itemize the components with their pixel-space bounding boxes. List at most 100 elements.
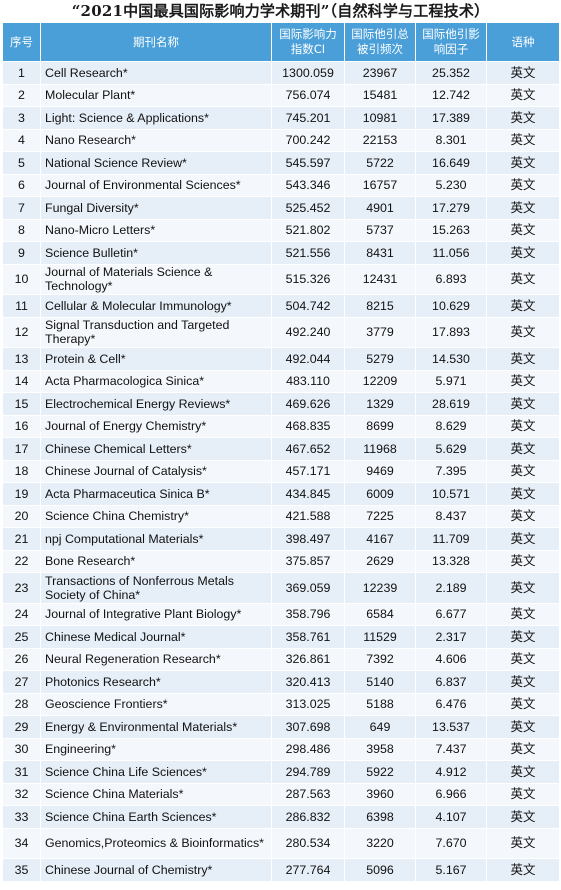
cell-impact-factor: 13.328 — [415, 549, 487, 573]
table-row: 27 Photonics Research* 320.413 5140 6.837 英文 — [2, 670, 560, 694]
cell-impact-factor: 6.837 — [415, 670, 487, 694]
cell-influence-index: 375.857 — [271, 549, 345, 573]
cell-total-citations: 8431 — [344, 241, 416, 265]
cell-rank: 8 — [2, 218, 41, 242]
cell-impact-factor: 25.352 — [415, 61, 487, 85]
cell-influence-index: 467.652 — [271, 437, 345, 461]
cell-rank: 2 — [2, 83, 41, 107]
cell-total-citations: 3220 — [344, 827, 416, 859]
table-row: 7 Fungal Diversity* 525.452 4901 17.279 英文 — [2, 196, 560, 220]
cell-impact-factor: 13.537 — [415, 715, 487, 739]
cell-influence-index: 521.556 — [271, 241, 345, 265]
cell-impact-factor: 5.629 — [415, 437, 487, 461]
cell-language: 英文 — [486, 572, 560, 604]
cell-influence-index: 492.044 — [271, 347, 345, 371]
cell-influence-index: 521.802 — [271, 218, 345, 242]
header-rank: 序号 — [2, 22, 41, 62]
cell-total-citations: 9469 — [344, 459, 416, 483]
cell-influence-index: 515.326 — [271, 263, 345, 295]
cell-impact-factor: 11.709 — [415, 527, 487, 551]
cell-language: 英文 — [486, 369, 560, 393]
table-row: 24 Journal of Integrative Plant Biology* 3… — [2, 602, 560, 626]
cell-impact-factor: 7.670 — [415, 827, 487, 859]
cell-journal-name: Acta Pharmacologica Sinica* — [40, 369, 272, 393]
cell-rank: 21 — [2, 527, 41, 551]
cell-rank: 14 — [2, 369, 41, 393]
cell-language: 英文 — [486, 737, 560, 761]
cell-language: 英文 — [486, 647, 560, 671]
cell-language: 英文 — [486, 527, 560, 551]
cell-influence-index: 358.761 — [271, 625, 345, 649]
cell-language: 英文 — [486, 782, 560, 806]
cell-journal-name: Electrochemical Energy Reviews* — [40, 392, 272, 416]
cell-impact-factor: 5.167 — [415, 858, 487, 882]
cell-language: 英文 — [486, 459, 560, 483]
cell-language: 英文 — [486, 437, 560, 461]
cell-language: 英文 — [486, 173, 560, 197]
cell-language: 英文 — [486, 294, 560, 318]
cell-journal-name: Neural Regeneration Research* — [40, 647, 272, 671]
cell-language: 英文 — [486, 196, 560, 220]
cell-journal-name: Science Bulletin* — [40, 241, 272, 265]
cell-journal-name: Chinese Medical Journal* — [40, 625, 272, 649]
cell-language: 英文 — [486, 692, 560, 716]
cell-journal-name: Science China Materials* — [40, 782, 272, 806]
table-row: 6 Journal of Environmental Sciences* 543.3… — [2, 173, 560, 197]
cell-rank: 29 — [2, 715, 41, 739]
cell-rank: 15 — [2, 392, 41, 416]
cell-journal-name: Fungal Diversity* — [40, 196, 272, 220]
cell-language: 英文 — [486, 549, 560, 573]
cell-language: 英文 — [486, 625, 560, 649]
cell-impact-factor: 7.395 — [415, 459, 487, 483]
cell-language: 英文 — [486, 61, 560, 85]
cell-journal-name: Journal of Environmental Sciences* — [40, 173, 272, 197]
cell-impact-factor: 15.263 — [415, 218, 487, 242]
cell-journal-name: Science China Chemistry* — [40, 504, 272, 528]
cell-rank: 22 — [2, 549, 41, 573]
cell-journal-name: Energy & Environmental Materials* — [40, 715, 272, 739]
cell-total-citations: 10981 — [344, 106, 416, 130]
cell-influence-index: 358.796 — [271, 602, 345, 626]
table-row: 33 Science China Earth Sciences* 286.832 63… — [2, 805, 560, 829]
cell-total-citations: 6009 — [344, 482, 416, 506]
cell-journal-name: Chinese Chemical Letters* — [40, 437, 272, 461]
cell-journal-name: Acta Pharmaceutica Sinica B* — [40, 482, 272, 506]
cell-impact-factor: 5.230 — [415, 173, 487, 197]
table-row: 8 Nano-Micro Letters* 521.802 5737 15.263 英文 — [2, 218, 560, 242]
cell-total-citations: 5722 — [344, 151, 416, 175]
cell-total-citations: 12239 — [344, 572, 416, 604]
cell-influence-index: 287.563 — [271, 782, 345, 806]
cell-rank: 25 — [2, 625, 41, 649]
cell-impact-factor: 17.893 — [415, 316, 487, 348]
table-row: 29 Energy & Environmental Materials* 307.6… — [2, 715, 560, 739]
cell-journal-name: Journal of Energy Chemistry* — [40, 414, 272, 438]
cell-influence-index: 320.413 — [271, 670, 345, 694]
cell-language: 英文 — [486, 83, 560, 107]
table-row: 1 Cell Research* 1300.059 23967 25.352 英文 — [2, 61, 560, 85]
cell-language: 英文 — [486, 347, 560, 371]
cell-impact-factor: 14.530 — [415, 347, 487, 371]
cell-rank: 18 — [2, 459, 41, 483]
cell-rank: 12 — [2, 316, 41, 348]
cell-rank: 13 — [2, 347, 41, 371]
table-row: 21 npj Computational Materials* 398.497 416… — [2, 527, 560, 551]
cell-impact-factor: 2.317 — [415, 625, 487, 649]
cell-total-citations: 11968 — [344, 437, 416, 461]
cell-journal-name: Science China Earth Sciences* — [40, 805, 272, 829]
cell-influence-index: 294.789 — [271, 760, 345, 784]
cell-rank: 11 — [2, 294, 41, 318]
cell-journal-name: Cell Research* — [40, 61, 272, 85]
cell-rank: 9 — [2, 241, 41, 265]
table-body: 1 Cell Research* 1300.059 23967 25.352 英文 2 Mol… — [2, 61, 560, 882]
table-row: 15 Electrochemical Energy Reviews* 469.626… — [2, 392, 560, 416]
table-row: 31 Science China Life Sciences* 294.789 592… — [2, 760, 560, 784]
header-impact-factor: 国际他引影响因子 — [415, 22, 487, 62]
cell-influence-index: 1300.059 — [271, 61, 345, 85]
cell-influence-index: 543.346 — [271, 173, 345, 197]
cell-total-citations: 6584 — [344, 602, 416, 626]
cell-language: 英文 — [486, 760, 560, 784]
cell-total-citations: 7392 — [344, 647, 416, 671]
table-row: 18 Chinese Journal of Catalysis* 457.171 94… — [2, 459, 560, 483]
cell-language: 英文 — [486, 715, 560, 739]
